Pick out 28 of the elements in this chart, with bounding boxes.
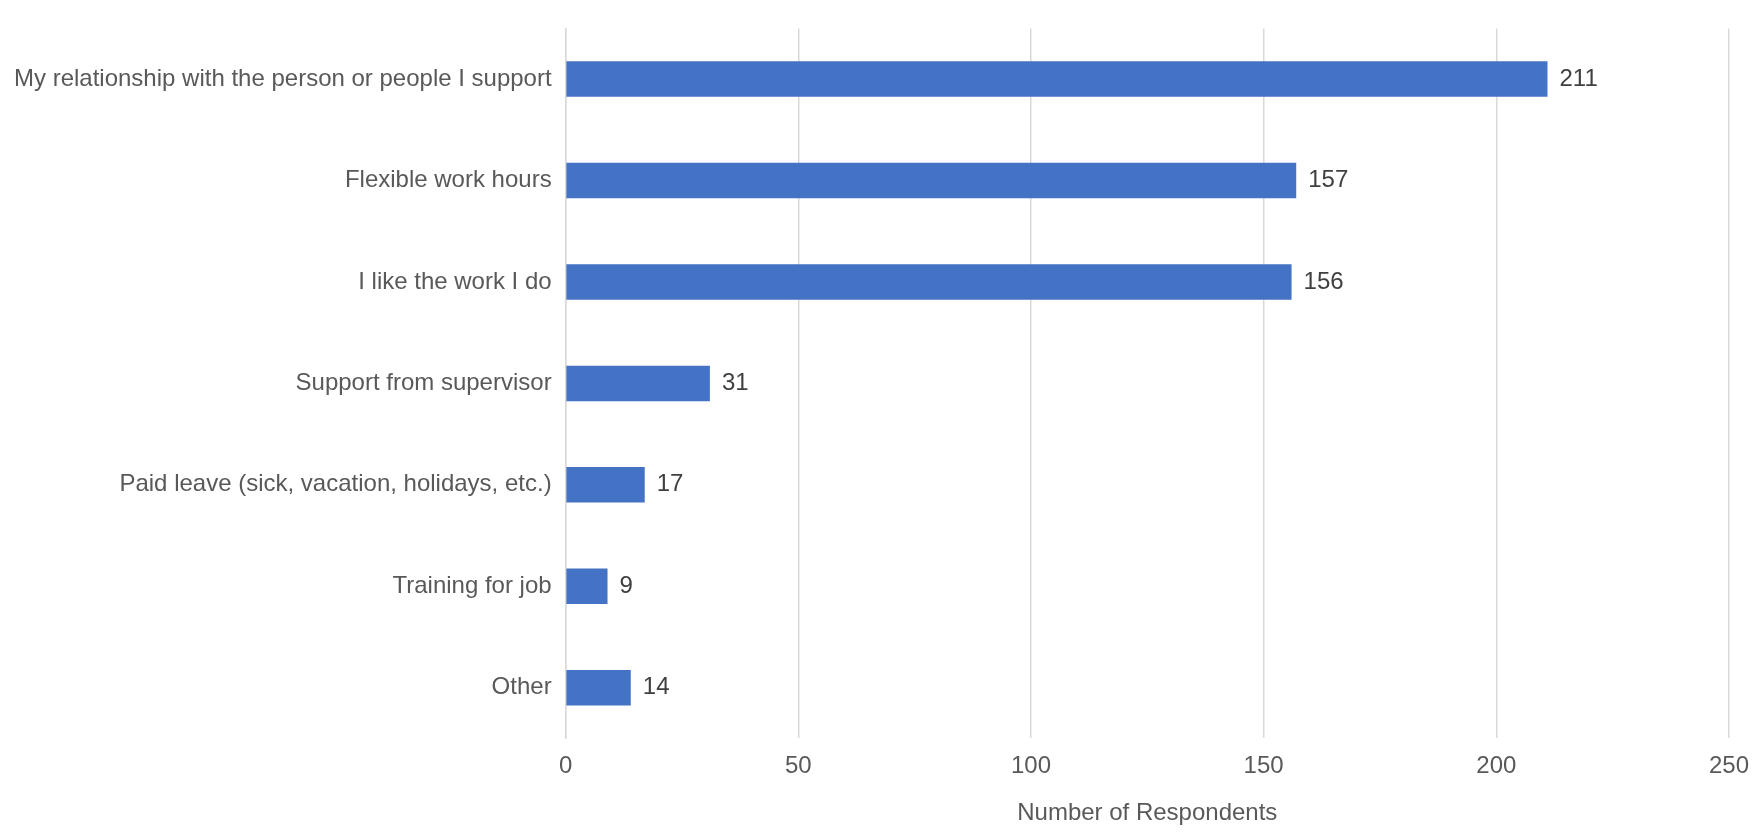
data-label: 211 [1559,63,1598,91]
y-tick-label: My relationship with the person or people I support [13,63,552,91]
y-tick-label: Paid leave (sick, vacation, holidays, etc.) [119,469,552,497]
bar [566,162,1297,199]
data-label: 157 [1308,165,1349,193]
data-label: 14 [642,672,670,700]
y-tick-label: Support from supervisor [295,368,552,396]
x-tick-label: 50 [784,751,812,779]
bar [566,467,645,503]
x-tick-label: 100 [1010,751,1051,779]
x-tick-label: 200 [1476,751,1517,779]
bar [566,568,608,605]
y-tick-label: Training for job [392,570,552,598]
data-label: 9 [619,570,633,598]
y-tick-label: I like the work I do [358,266,552,294]
bar [566,669,631,706]
x-tick-label: 250 [1708,751,1749,779]
bar [566,365,710,402]
y-tick-label: Other [491,672,552,700]
data-label: 31 [721,368,749,396]
x-tick-label: 0 [558,751,573,779]
data-label: 17 [656,469,684,497]
x-tick-label: 150 [1243,751,1284,779]
bar [566,61,1548,97]
bar [566,264,1292,300]
data-label: 156 [1303,266,1344,294]
x-axis-title: Number of Respondents [1017,798,1278,826]
y-tick-label: Flexible work hours [344,165,552,193]
